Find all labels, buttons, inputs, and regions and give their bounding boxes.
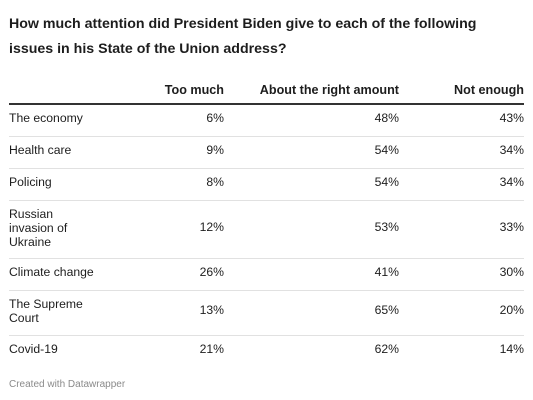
cell-too-much: 9% xyxy=(109,136,224,169)
cell-not-enough: 30% xyxy=(399,258,524,291)
column-header-too-much: Too much xyxy=(109,71,224,105)
cell-about-right: 53% xyxy=(224,200,399,259)
cell-about-right: 65% xyxy=(224,290,399,336)
cell-not-enough: 34% xyxy=(399,168,524,201)
table-row: Health care 9% 54% 34% xyxy=(9,136,524,169)
cell-not-enough: 33% xyxy=(399,200,524,259)
table-row: Policing 8% 54% 34% xyxy=(9,168,524,201)
row-label: Russian invasion of Ukraine xyxy=(9,200,109,259)
table-row: Covid-19 21% 62% 14% xyxy=(9,335,524,367)
table-row: Russian invasion of Ukraine 12% 53% 33% xyxy=(9,200,524,259)
cell-too-much: 6% xyxy=(109,104,224,137)
cell-not-enough: 34% xyxy=(399,136,524,169)
data-table: Too much About the right amount Not enou… xyxy=(9,71,524,367)
column-header-about-right: About the right amount xyxy=(224,71,399,105)
row-label: The economy xyxy=(9,104,109,137)
row-label: Health care xyxy=(9,136,109,169)
cell-too-much: 26% xyxy=(109,258,224,291)
cell-too-much: 8% xyxy=(109,168,224,201)
row-label: Climate change xyxy=(9,258,109,291)
cell-about-right: 48% xyxy=(224,104,399,137)
table-row: Climate change 26% 41% 30% xyxy=(9,258,524,291)
column-header-label xyxy=(9,71,109,105)
row-label: The Supreme Court xyxy=(9,290,109,336)
cell-about-right: 54% xyxy=(224,168,399,201)
cell-too-much: 21% xyxy=(199,341,224,356)
table-row: The economy 6% 48% 43% xyxy=(9,104,524,137)
attribution-footer[interactable]: Created with Datawrapper xyxy=(9,379,126,390)
row-label: Policing xyxy=(9,168,109,201)
cell-about-right: 54% xyxy=(224,136,399,169)
cell-about-right: 41% xyxy=(224,258,399,291)
row-label: Covid-19 xyxy=(9,341,58,356)
column-header-not-enough: Not enough xyxy=(399,71,524,105)
header-row: Too much About the right amount Not enou… xyxy=(9,71,524,105)
chart-title: How much attention did President Biden g… xyxy=(9,16,477,57)
cell-about-right: 62% xyxy=(374,341,399,356)
cell-not-enough: 14% xyxy=(499,341,524,356)
cell-too-much: 13% xyxy=(109,290,224,336)
cell-not-enough: 43% xyxy=(399,104,524,137)
table-row: The Supreme Court 13% 65% 20% xyxy=(9,290,524,336)
cell-not-enough: 20% xyxy=(399,290,524,336)
cell-too-much: 12% xyxy=(109,200,224,259)
